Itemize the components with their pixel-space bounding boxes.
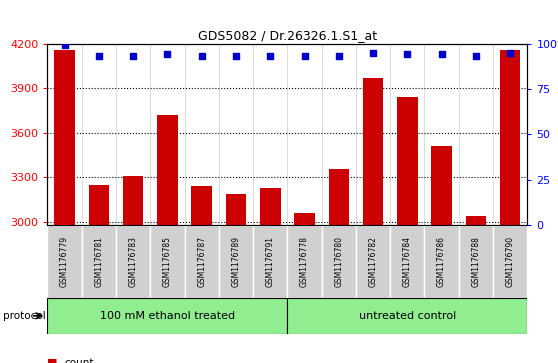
Point bbox=[197, 53, 206, 59]
Text: GSM1176787: GSM1176787 bbox=[197, 236, 206, 287]
Bar bbox=[47, 298, 287, 334]
Point bbox=[506, 50, 514, 56]
Point bbox=[334, 53, 343, 59]
Text: GSM1176790: GSM1176790 bbox=[506, 236, 514, 287]
Bar bbox=[431, 146, 452, 363]
Point bbox=[163, 52, 172, 57]
Point bbox=[300, 53, 309, 59]
Text: GSM1176779: GSM1176779 bbox=[60, 236, 69, 287]
Bar bbox=[500, 49, 521, 363]
Bar bbox=[260, 188, 281, 363]
Bar bbox=[225, 194, 246, 363]
Text: GSM1176788: GSM1176788 bbox=[472, 236, 480, 287]
Bar bbox=[219, 225, 253, 298]
Bar bbox=[329, 168, 349, 363]
Bar bbox=[191, 186, 212, 363]
Bar bbox=[287, 298, 527, 334]
Bar bbox=[321, 225, 356, 298]
Bar bbox=[294, 213, 315, 363]
Text: GSM1176784: GSM1176784 bbox=[403, 236, 412, 287]
Bar bbox=[287, 225, 321, 298]
Bar bbox=[185, 225, 219, 298]
Bar bbox=[157, 115, 177, 363]
Point bbox=[369, 50, 378, 56]
Bar bbox=[425, 225, 459, 298]
Bar bbox=[89, 185, 109, 363]
Text: untreated control: untreated control bbox=[359, 311, 456, 321]
Text: GSM1176786: GSM1176786 bbox=[437, 236, 446, 287]
Bar bbox=[493, 225, 527, 298]
Bar bbox=[116, 225, 150, 298]
Text: GSM1176789: GSM1176789 bbox=[232, 236, 240, 287]
Bar bbox=[356, 225, 390, 298]
Point bbox=[403, 52, 412, 57]
Text: protocol: protocol bbox=[3, 311, 46, 321]
Point bbox=[232, 53, 240, 59]
Bar bbox=[465, 216, 486, 363]
Point bbox=[266, 53, 275, 59]
Text: GSM1176783: GSM1176783 bbox=[129, 236, 138, 287]
Text: ■: ■ bbox=[47, 358, 58, 363]
Point bbox=[472, 53, 480, 59]
Text: count: count bbox=[64, 358, 94, 363]
Bar bbox=[54, 49, 75, 363]
Title: GDS5082 / Dr.26326.1.S1_at: GDS5082 / Dr.26326.1.S1_at bbox=[198, 29, 377, 42]
Bar bbox=[47, 225, 81, 298]
Text: GSM1176780: GSM1176780 bbox=[334, 236, 343, 287]
Text: 100 mM ethanol treated: 100 mM ethanol treated bbox=[100, 311, 235, 321]
Bar bbox=[390, 225, 425, 298]
Point bbox=[60, 42, 69, 48]
Text: GSM1176782: GSM1176782 bbox=[369, 236, 378, 287]
Bar bbox=[363, 78, 383, 363]
Bar bbox=[459, 225, 493, 298]
Text: GSM1176791: GSM1176791 bbox=[266, 236, 275, 287]
Bar bbox=[397, 97, 417, 363]
Point bbox=[437, 52, 446, 57]
Text: GSM1176781: GSM1176781 bbox=[94, 236, 103, 287]
Bar bbox=[150, 225, 185, 298]
Bar bbox=[253, 225, 287, 298]
Point bbox=[129, 53, 138, 59]
Text: GSM1176785: GSM1176785 bbox=[163, 236, 172, 287]
Text: GSM1176778: GSM1176778 bbox=[300, 236, 309, 287]
Bar bbox=[123, 176, 143, 363]
Point bbox=[94, 53, 103, 59]
Bar bbox=[81, 225, 116, 298]
